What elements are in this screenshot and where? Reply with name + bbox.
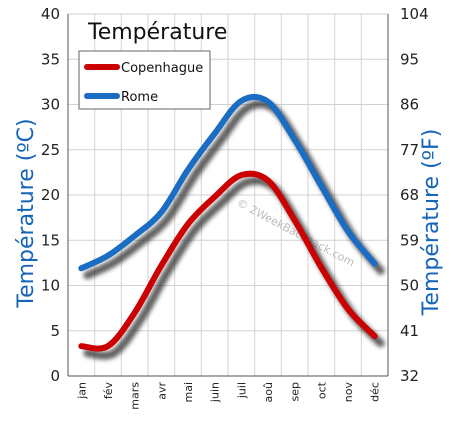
y-tick-left: 25 [41, 141, 60, 159]
y-tick-right: 77 [400, 141, 419, 159]
x-tick-label: juin [209, 382, 222, 403]
x-tick-label: jan [75, 382, 88, 400]
x-tick-label: sep [289, 382, 302, 401]
y-axis-title-left: Température (ºC) [14, 118, 39, 308]
y-tick-left: 15 [41, 231, 60, 249]
x-tick-label: mai [182, 382, 195, 403]
legend-box [78, 50, 211, 110]
x-tick-label: fév [102, 382, 115, 400]
chart-title: Température [87, 20, 227, 45]
y-tick-right: 95 [400, 50, 419, 68]
y-tick-right: 50 [400, 277, 419, 295]
x-tick-label: mars [129, 382, 142, 410]
y-tick-right: 68 [400, 186, 419, 204]
legend-label-rome: Rome [121, 90, 158, 105]
legend: Copenhague Rome [78, 50, 211, 110]
legend-label-copenhague: Copenhague [121, 61, 203, 76]
x-tick-label: déc [369, 382, 382, 402]
tick-labels: 0 32 5 41 10 50 15 59 20 68 25 77 30 86 35 95 40 104 jan fé… [41, 5, 429, 410]
y-tick-left: 20 [41, 186, 60, 204]
x-tick-label: oct [315, 381, 328, 399]
y-tick-right: 86 [400, 96, 419, 114]
y-tick-left: 5 [50, 322, 60, 340]
axes [67, 14, 389, 377]
y-tick-right: 41 [400, 322, 419, 340]
x-tick-label: juil [235, 382, 248, 399]
x-tick-label: avr [155, 382, 168, 400]
y-tick-left: 30 [41, 96, 60, 114]
y-tick-left: 10 [41, 277, 60, 295]
y-tick-right: 32 [400, 367, 419, 385]
y-tick-right: 59 [400, 231, 419, 249]
y-tick-left: 40 [41, 5, 60, 23]
y-axis-title-right: Température (ºF) [419, 129, 444, 317]
x-tick-label: aoû [262, 382, 275, 402]
y-tick-right: 104 [400, 5, 429, 23]
series-line-copenhague [78, 170, 378, 352]
series-line-rome [78, 93, 378, 272]
x-tick-label: nov [342, 382, 355, 403]
y-tick-left: 35 [41, 50, 60, 68]
y-tick-left: 0 [50, 367, 60, 385]
series-lines [78, 93, 385, 360]
